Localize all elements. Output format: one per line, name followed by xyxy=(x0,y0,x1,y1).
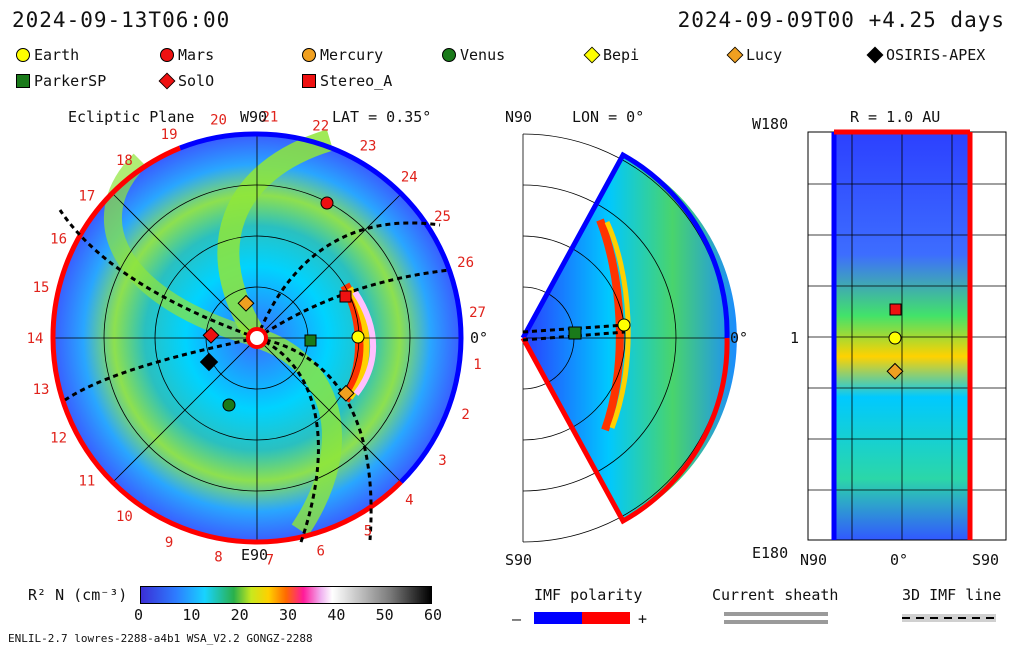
legend-item-lucy: Lucy xyxy=(726,46,783,64)
ecliptic-tick-label: 19 xyxy=(161,127,178,143)
circle-icon xyxy=(442,48,456,62)
colorbar-tick: 60 xyxy=(424,606,443,624)
ecliptic-tick-label: 12 xyxy=(50,431,67,447)
legend-item-osiris-apex: OSIRIS-APEX xyxy=(866,46,986,64)
imf-line-label: 3D IMF line xyxy=(902,586,1002,604)
legend-label: Bepi xyxy=(603,46,640,64)
square-icon xyxy=(16,74,30,88)
imf-plus: + xyxy=(638,610,648,628)
ecliptic-top-label: W90 xyxy=(240,108,267,126)
plots: 20 21222324252627123456789101112131415161… xyxy=(27,108,1007,569)
colorbar xyxy=(140,586,432,604)
ecliptic-tick-label: 27 xyxy=(469,305,486,321)
colorbar-tick: 50 xyxy=(375,606,394,624)
imf-minus: – xyxy=(512,610,522,628)
ecliptic-tick-label: 6 xyxy=(316,544,324,560)
legend-label: SolO xyxy=(178,72,215,90)
radial-title: R = 1.0 AU xyxy=(850,108,940,126)
ecliptic-tick-label: 7 xyxy=(266,553,274,569)
ecliptic-tick-label: 9 xyxy=(165,535,173,551)
ecliptic-tick-label: 8 xyxy=(214,550,222,566)
ecliptic-tick-label: 26 xyxy=(457,255,474,271)
legend-item-mars: Mars xyxy=(160,46,214,64)
radial-top-left: W180 xyxy=(752,115,788,133)
ecliptic-tick-label: 14 xyxy=(27,331,44,347)
ecliptic-tick-label: 1 xyxy=(473,357,481,373)
legend-label: Mercury xyxy=(320,46,384,64)
diamond-icon xyxy=(866,46,884,64)
ecliptic-tick-label: 17 xyxy=(78,188,95,204)
ecliptic-tick-label: 3 xyxy=(438,453,446,469)
square-icon xyxy=(302,74,316,88)
ecliptic-right-label: 0° xyxy=(470,329,488,347)
radial-mid-left: 1 xyxy=(790,329,799,347)
right-timestamp: 2024-09-09T00 +4.25 days xyxy=(677,8,1005,32)
ecliptic-tick-label: 5 xyxy=(364,523,372,539)
current-sheath-line-2 xyxy=(724,620,828,624)
meridional-top: N90 xyxy=(505,108,532,126)
ecliptic-tick-label: 16 xyxy=(50,231,67,247)
ecliptic-tick-label: 10 xyxy=(116,509,133,525)
circle-icon xyxy=(302,48,316,62)
ecliptic-tick-label: 21 xyxy=(261,109,278,125)
circle-icon xyxy=(16,48,30,62)
footer-text: ENLIL-2.7 lowres-2288-a4b1 WSA_V2.2 GONG… xyxy=(8,632,313,645)
radial-x-mid: 0° xyxy=(890,551,908,569)
ecliptic-tick-label: 4 xyxy=(405,493,413,509)
ecliptic-tick-label: 18 xyxy=(116,153,133,169)
legend-label: OSIRIS-APEX xyxy=(886,46,986,64)
colorbar-tick: 30 xyxy=(279,606,298,624)
legend-item-solo: SolO xyxy=(158,72,215,90)
ecliptic-title: Ecliptic Plane xyxy=(68,108,194,126)
ecliptic-tick-label: 23 xyxy=(360,139,377,155)
legend-item-bepi: Bepi xyxy=(583,46,640,64)
meridional-plot xyxy=(520,133,737,543)
ecliptic-bottom-label: E90 xyxy=(241,546,268,564)
meridional-lon: LON = 0° xyxy=(572,108,644,126)
meridional-bottom: S90 xyxy=(505,551,532,569)
legend-item-stereo-a: Stereo_A xyxy=(302,72,392,90)
legend-label: Mars xyxy=(178,46,215,64)
imf-line-dashes xyxy=(902,617,996,619)
imf-positive-swatch xyxy=(582,612,630,624)
legend-item-mercury: Mercury xyxy=(302,46,383,64)
left-timestamp: 2024-09-13T06:00 xyxy=(12,8,231,32)
legend-label: Lucy xyxy=(746,46,783,64)
ecliptic-tick-label: 25 xyxy=(434,209,451,225)
diamond-icon xyxy=(726,46,744,64)
radial-plot xyxy=(807,129,1007,541)
legend-label: ParkerSP xyxy=(34,72,107,90)
legend-label: Earth xyxy=(34,46,80,64)
current-sheath-line-1 xyxy=(724,612,828,616)
ecliptic-tick-label: 15 xyxy=(33,280,50,296)
radial-x-right: S90 xyxy=(972,551,999,569)
colorbar-tick: 20 xyxy=(230,606,249,624)
radial-bottom-left: E180 xyxy=(752,544,788,562)
colorbar-tick: 40 xyxy=(327,606,346,624)
legend-item-earth: Earth xyxy=(16,46,79,64)
ecliptic-lat: LAT = 0.35° xyxy=(332,108,431,126)
imf-polarity-label: IMF polarity xyxy=(534,586,643,604)
ecliptic-tick-label: 2 xyxy=(461,407,469,423)
colorbar-label: R² N (cm⁻³) xyxy=(28,586,128,604)
legend-item-parkersp: ParkerSP xyxy=(16,72,106,90)
current-sheath-label: Current sheath xyxy=(712,586,839,604)
colorbar-tick: 0 xyxy=(134,606,144,624)
diamond-icon xyxy=(158,72,176,90)
radial-x-left: N90 xyxy=(800,551,827,569)
legend-item-venus: Venus xyxy=(442,46,505,64)
ecliptic-tick-label: 20 xyxy=(210,112,227,128)
meridional-right: 0° xyxy=(730,329,748,347)
ecliptic-tick-label: 22 xyxy=(312,118,329,134)
ecliptic-plot xyxy=(50,129,464,546)
ecliptic-tick-label: 11 xyxy=(78,474,95,490)
colorbar-tick: 10 xyxy=(182,606,201,624)
imf-negative-swatch xyxy=(534,612,582,624)
legend-label: Stereo_A xyxy=(320,72,393,90)
legend-label: Venus xyxy=(460,46,506,64)
ecliptic-tick-label: 13 xyxy=(33,382,50,398)
ecliptic-tick-label: 24 xyxy=(401,170,418,186)
diamond-icon xyxy=(583,46,601,64)
circle-icon xyxy=(160,48,174,62)
